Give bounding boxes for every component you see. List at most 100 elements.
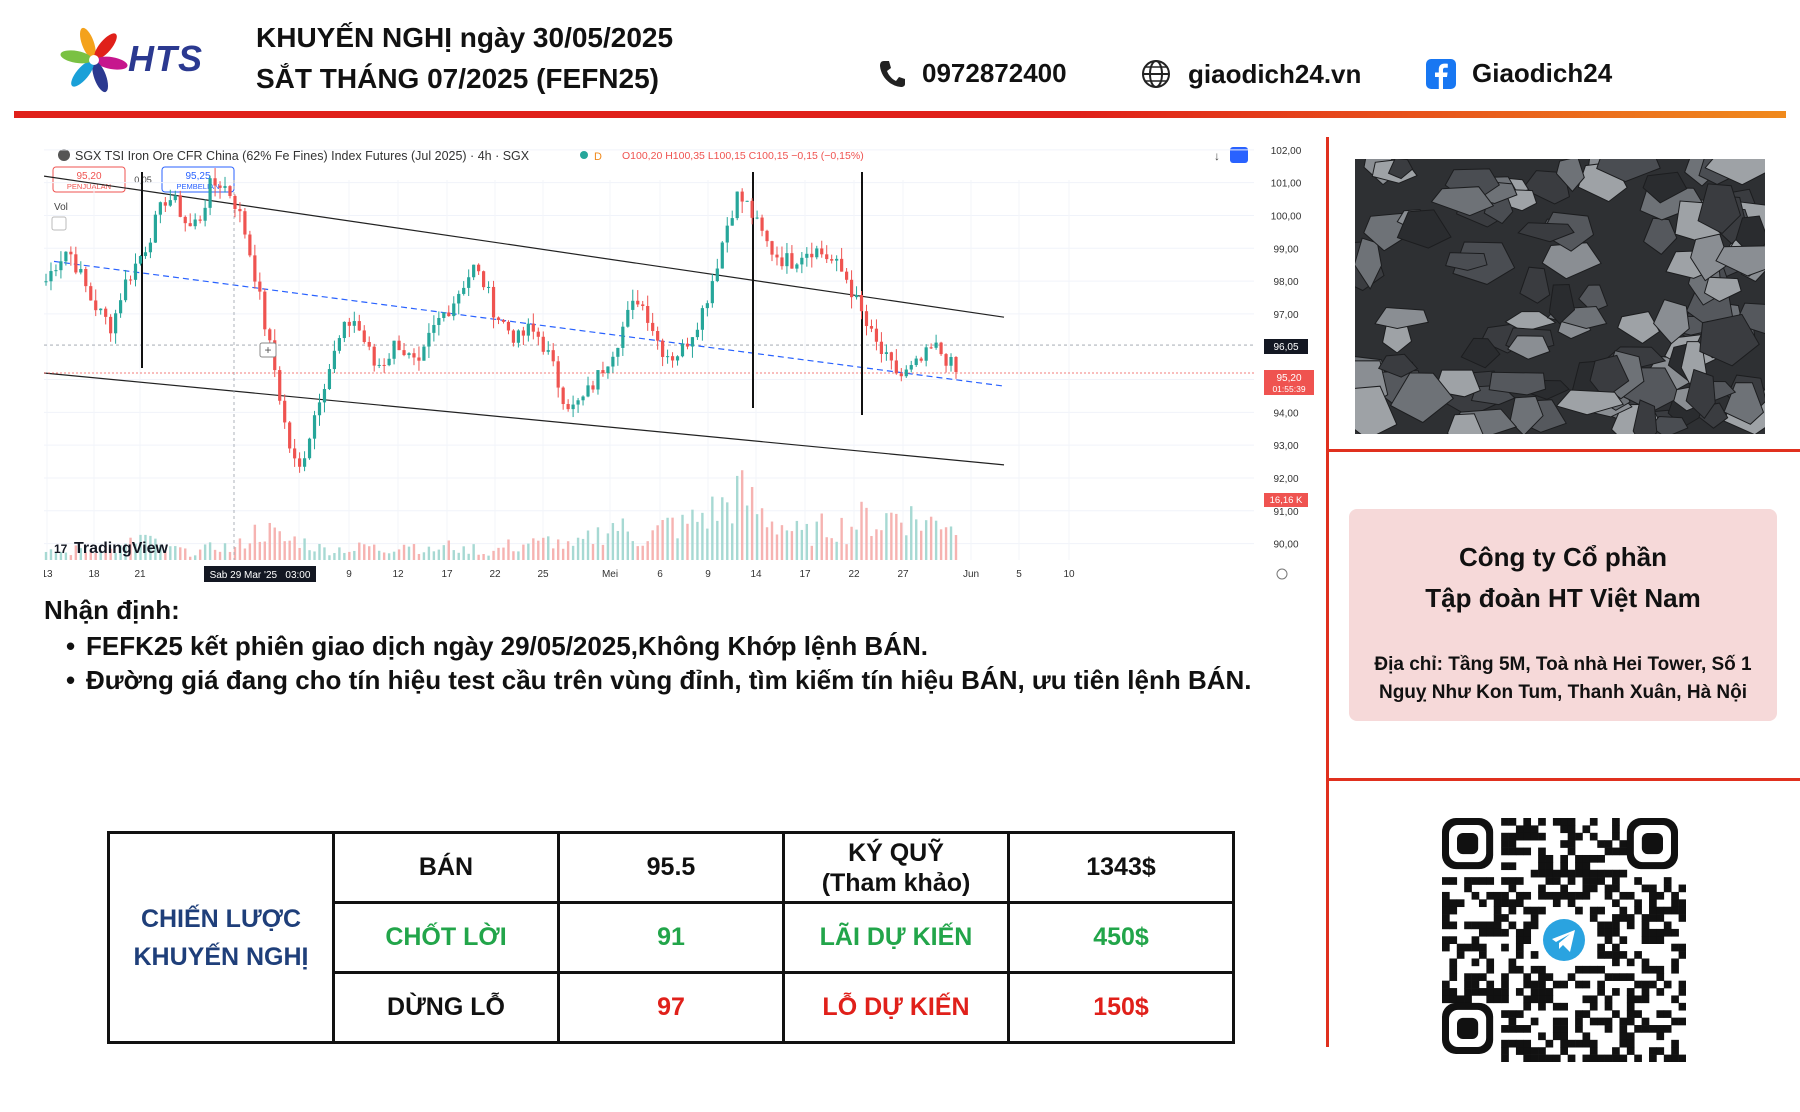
price-chart[interactable]: SGX TSI Iron Ore CFR China (62% Fe Fines…: [41, 140, 1318, 586]
chart-canvas[interactable]: SGX TSI Iron Ore CFR China (62% Fe Fines…: [41, 140, 1318, 586]
qr-module: [1582, 854, 1591, 863]
qr-module: [1515, 1039, 1524, 1048]
telegram-qr-code[interactable]: [1442, 818, 1687, 1063]
qr-module: [1545, 877, 1554, 885]
qr-module: [1589, 818, 1598, 826]
qr-module: [1560, 1025, 1568, 1033]
candle-body: [566, 404, 570, 410]
collapse-icon[interactable]: [51, 216, 67, 231]
qr-module: [1501, 1025, 1509, 1033]
candle-body: [228, 186, 232, 196]
ore-chunk: [1699, 313, 1760, 367]
volume-bar: [273, 527, 276, 560]
candle-body: [586, 385, 590, 397]
svg-text:PEMBELIAN: PEMBELIAN: [177, 182, 220, 191]
qr-module: [1501, 847, 1509, 856]
volume-bar: [760, 508, 764, 560]
iron-ore-photo: [1329, 140, 1796, 451]
analysis-heading: Nhận định:: [44, 595, 180, 625]
qr-module: [1619, 1054, 1628, 1063]
qr-module: [1641, 928, 1650, 937]
qr-module: [1589, 1047, 1598, 1055]
facebook-link[interactable]: Giaodich24: [1426, 58, 1612, 89]
candle-body: [516, 330, 521, 343]
qr-module: [1634, 906, 1642, 915]
qr-module: [1641, 921, 1650, 930]
candle-body: [745, 200, 749, 202]
website-link[interactable]: giaodich24.vn: [1140, 58, 1361, 90]
qr-module: [1471, 980, 1480, 989]
candle-body: [795, 264, 799, 269]
volume-bar: [243, 548, 247, 560]
candle-body: [392, 340, 396, 359]
candle-body: [849, 279, 854, 298]
qr-module: [1560, 840, 1568, 848]
qr-module: [1486, 988, 1495, 996]
qr-module: [1530, 1017, 1539, 1026]
buy-price-box[interactable]: [161, 166, 235, 193]
qr-module: [1442, 877, 1450, 885]
candle-body: [576, 400, 580, 405]
qr-module: [1582, 1054, 1591, 1063]
settings-icon[interactable]: [1276, 568, 1288, 580]
qr-module: [1567, 818, 1576, 826]
label-cell: LỖ DỰ KIẾN: [782, 971, 1010, 1044]
candle-body: [641, 304, 645, 306]
volume-bar: [860, 501, 863, 560]
candle-body: [233, 195, 237, 209]
candle-body: [442, 312, 446, 318]
ore-chunk: [1642, 171, 1688, 204]
candle-body: [64, 251, 68, 262]
candle-body: [830, 259, 834, 261]
qr-module: [1567, 869, 1576, 878]
qr-module: [1545, 854, 1554, 863]
time-tick-label: 25: [537, 569, 549, 580]
candle-body: [685, 343, 690, 347]
qr-module: [1619, 906, 1628, 915]
ore-chunk: [1555, 389, 1625, 416]
price-tick-label: 92,00: [1273, 474, 1298, 485]
qr-module: [1478, 877, 1487, 885]
qr-module: [1523, 1054, 1532, 1063]
qr-module: [1464, 980, 1472, 989]
download-icon[interactable]: ↓: [1214, 149, 1220, 163]
volume-bar: [218, 551, 222, 560]
qr-module: [1530, 906, 1539, 915]
qr-module: [1515, 891, 1524, 900]
qr-module: [1471, 943, 1480, 952]
ore-chunk: [1387, 157, 1414, 180]
qr-module: [1612, 1010, 1620, 1018]
candle-body: [869, 326, 874, 329]
candle-body: [651, 322, 655, 332]
candle-body: [631, 300, 635, 310]
phone-contact[interactable]: 0972872400: [878, 58, 1067, 89]
candle-body: [263, 291, 267, 330]
qr-module: [1523, 1039, 1532, 1048]
qr-module: [1567, 1054, 1576, 1063]
ore-chunk: [1488, 371, 1547, 396]
time-tick-label: Jun: [963, 569, 979, 580]
amount-cell: 150$: [1007, 971, 1235, 1044]
crosshair-plus-icon[interactable]: [259, 342, 277, 358]
qr-module: [1456, 943, 1465, 952]
qr-module: [1560, 1032, 1568, 1041]
qr-module: [1515, 832, 1524, 841]
candle-body: [312, 415, 317, 439]
qr-module: [1612, 877, 1620, 885]
qr-module: [1449, 958, 1458, 967]
phone-number: 0972872400: [922, 58, 1067, 88]
chart-instrument: SGX TSI Iron Ore CFR China (62% Fe Fines…: [75, 149, 530, 163]
volume-bar: [358, 542, 361, 560]
candle-body: [79, 269, 83, 273]
ore-chunk: [1697, 183, 1742, 235]
qr-module: [1604, 995, 1613, 1004]
volume-bar: [900, 522, 903, 560]
qr-module: [1545, 862, 1554, 871]
fullscreen-icon[interactable]: [1230, 147, 1248, 163]
candle-body: [437, 317, 441, 325]
volume-bar: [348, 551, 351, 560]
volume-bar: [880, 530, 883, 560]
qr-module: [1634, 1025, 1642, 1033]
qr-module: [1464, 884, 1472, 893]
qr-module: [1649, 980, 1657, 989]
